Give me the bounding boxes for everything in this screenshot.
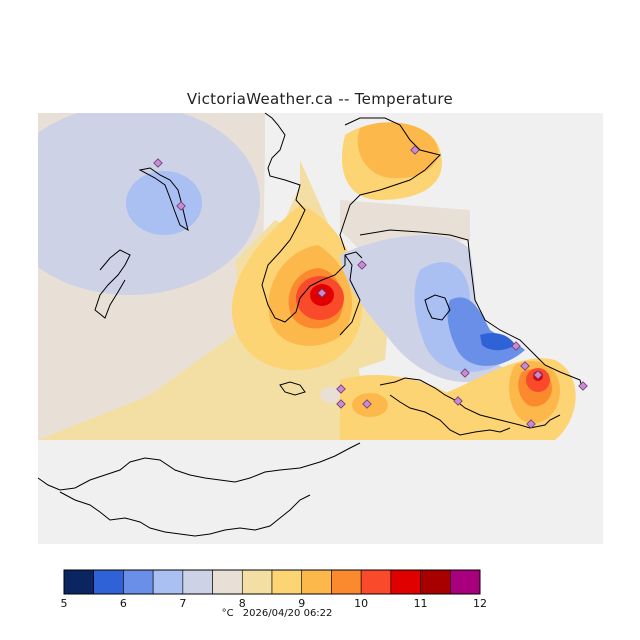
colorbar-tick-label: 8 <box>239 597 246 610</box>
station-marker <box>357 260 367 270</box>
colorbar-swatch <box>241 569 273 595</box>
colorbar-swatch <box>301 569 332 595</box>
colorbar-swatch <box>152 569 184 595</box>
colorbar-tick-label: 11 <box>414 597 428 610</box>
south-island-detail <box>389 394 511 436</box>
colorbar-swatch <box>331 569 362 595</box>
station-marker <box>578 381 588 391</box>
colorbar-swatch <box>360 569 392 595</box>
map-title: VictoriaWeather.ca -- Temperature <box>186 90 454 108</box>
station-marker <box>460 368 470 378</box>
colorbar-swatch <box>449 569 481 595</box>
us-coastline <box>37 442 361 491</box>
coastlines <box>37 112 583 537</box>
warm-north-2 <box>357 122 439 179</box>
weather-stations <box>153 145 588 429</box>
station-marker <box>533 370 543 380</box>
timestamp: 2026/04/20 06:22 <box>242 608 333 619</box>
station-marker <box>176 201 186 211</box>
gulf-island-2 <box>279 381 306 396</box>
no-data-region <box>38 440 603 544</box>
station-marker <box>336 399 346 409</box>
south-island-coast <box>379 377 561 429</box>
colorbar-swatch <box>420 569 451 595</box>
colorbar-swatch <box>93 569 124 595</box>
north-peninsula-coast <box>339 117 441 251</box>
cool-east-4 <box>480 333 515 351</box>
colorbar-tick-label: 6 <box>120 597 127 610</box>
station-marker <box>453 396 463 406</box>
colorbar-swatch <box>182 569 213 595</box>
colorbar-swatch <box>123 569 154 595</box>
colorbar-swatch <box>271 569 303 595</box>
saanich-peninsula-coast <box>339 254 361 336</box>
colorbar-swatches <box>63 569 481 595</box>
island-west-2 <box>138 167 189 232</box>
cool-pool-inner <box>126 171 202 235</box>
station-marker <box>520 361 530 371</box>
us-coastline-south <box>59 491 311 537</box>
colorbar-swatch <box>63 569 95 595</box>
colorbar-ticks: 5 6 7 8 9 10 11 12 <box>61 597 488 610</box>
colorbar-frame <box>63 569 481 595</box>
colorbar-tick-label: 12 <box>473 597 487 610</box>
station-marker <box>526 419 536 429</box>
colorbar-swatch <box>390 569 421 595</box>
island-west-1 <box>94 249 131 319</box>
station-marker <box>336 384 346 394</box>
colorbar-tick-label: 9 <box>298 597 305 610</box>
colorbar-tick-label: 7 <box>179 597 186 610</box>
station-marker <box>317 288 327 298</box>
vancouver-island-coast <box>261 112 363 323</box>
temperature-contours <box>38 113 603 544</box>
colorbar-tick-label: 10 <box>354 597 368 610</box>
station-marker <box>153 158 163 168</box>
cool-south-spot <box>320 387 340 403</box>
unit-label: °C <box>221 608 234 619</box>
warm-south-central <box>340 375 464 440</box>
gulf-island-1 <box>424 294 451 321</box>
station-marker <box>362 399 372 409</box>
eastern-shore-coast <box>359 229 583 389</box>
station-marker <box>511 341 521 351</box>
colorbar-tick-label: 5 <box>61 597 68 610</box>
station-marker <box>410 145 420 155</box>
footer: °C 2026/04/20 06:22 <box>200 608 360 619</box>
colorbar-swatch <box>212 569 243 595</box>
